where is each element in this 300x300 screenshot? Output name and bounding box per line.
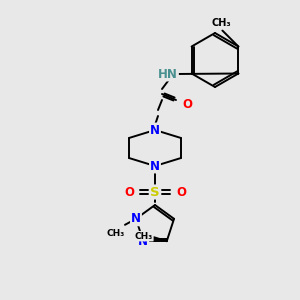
- Text: N: N: [131, 212, 141, 225]
- Text: S: S: [150, 185, 160, 199]
- Text: O: O: [124, 185, 134, 199]
- Text: CH₃: CH₃: [107, 229, 125, 238]
- Text: N: N: [150, 160, 160, 172]
- Text: O: O: [176, 185, 186, 199]
- Text: CH₃: CH₃: [212, 19, 231, 28]
- Text: CH₃: CH₃: [135, 232, 153, 241]
- Text: N: N: [150, 124, 160, 136]
- Text: N: N: [138, 235, 148, 248]
- Text: HN: HN: [158, 68, 178, 80]
- Text: O: O: [182, 98, 192, 110]
